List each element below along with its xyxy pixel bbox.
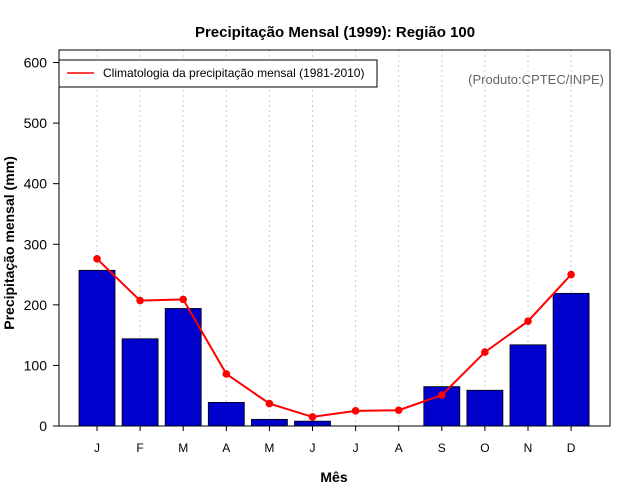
climatology-point [394,406,403,415]
bar [509,344,547,427]
y-tick-label: 200 [24,297,48,313]
climatology-line-group [93,254,575,421]
x-tick-label: A [222,441,230,455]
climatology-point [93,254,101,263]
x-tick-label: A [395,441,403,455]
bar [250,418,288,427]
climatology-point [222,370,231,378]
climatology-point [481,348,489,356]
x-tick-label: D [567,441,576,455]
x-tick-label: S [438,441,446,455]
y-tick-label: 600 [24,55,48,71]
y-axis: 0 100 200 300 400 500 600 [24,55,59,434]
climatology-point [524,317,532,325]
x-tick-label: M [264,441,274,455]
y-tick-label: 0 [39,418,47,434]
y-tick-label: 400 [24,176,48,192]
y-axis-label: Precipitação mensal (mm) [1,156,17,330]
x-tick-label: F [136,441,143,455]
climatology-point [136,296,144,305]
y-tick-label: 500 [24,115,48,131]
source-credit: (Produto:CPTEC/INPE) [468,72,604,87]
bar [466,389,504,427]
x-axis-label: Mês [320,469,347,485]
legend: Climatologia da precipitação mensal (198… [58,59,378,88]
x-tick-label: N [524,441,533,455]
climatology-point [308,413,317,421]
x-tick-label: O [480,441,489,455]
climatology-point [351,407,360,415]
bar [164,308,202,427]
bar [207,401,245,427]
x-tick-label: J [353,441,359,455]
bar [294,420,331,427]
bar [78,269,116,427]
x-tick-label: J [310,441,316,455]
legend-box [58,59,378,88]
climatology-point [179,295,187,304]
climatology-point [438,391,446,399]
chart-title: Precipitação Mensal (1999): Região 100 [195,24,475,41]
climatology-point [265,399,274,408]
bar [121,338,159,427]
climatology-point [567,270,575,279]
y-tick-label: 300 [24,236,48,252]
x-tick-label: J [94,441,100,455]
climatology-line [96,258,572,418]
y-tick-label: 100 [24,357,48,373]
legend-entry-climatology: Climatologia da precipitação mensal (198… [103,66,364,80]
bars-group [78,269,590,427]
x-tick-label: M [178,441,188,455]
plot-frame [58,49,611,427]
bar [552,292,590,427]
